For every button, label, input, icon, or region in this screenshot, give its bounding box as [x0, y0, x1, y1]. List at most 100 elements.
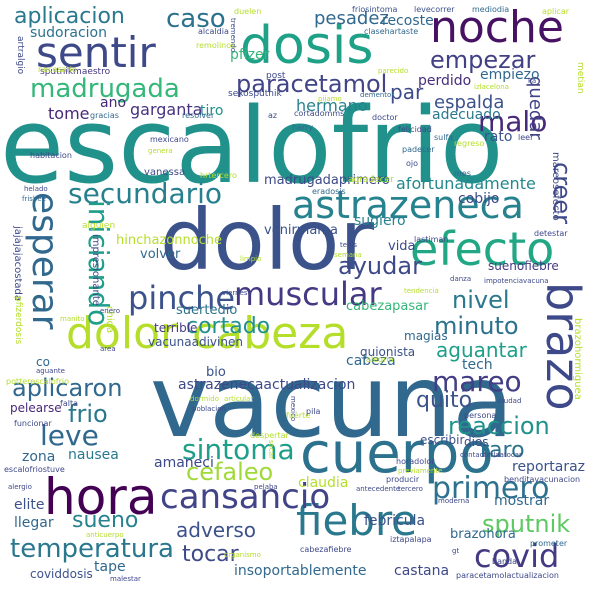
word-adecuado: adecuado	[432, 107, 501, 123]
word-brazohora: brazohora	[450, 527, 516, 542]
word-hinchazonnoche: hinchazonnoche	[116, 233, 223, 248]
word-ojo: ojo	[406, 159, 419, 168]
word-gracias: gracias	[90, 111, 119, 120]
word-covid: covid	[474, 537, 560, 575]
word-previamente: previamente	[398, 467, 443, 475]
word-mexico: mexico	[289, 396, 297, 422]
word-persona: persona	[464, 411, 497, 420]
word-pelearse: pelearse	[10, 401, 62, 415]
word-sulfa: sulfa	[434, 133, 454, 142]
word-funcionar: funcionar	[14, 419, 52, 428]
word-eradosis: eradosis	[312, 187, 346, 196]
word-astrazenecaactualizacion: astrazenecaactualizacion	[178, 377, 356, 393]
word-izlacelona: izlacelona	[474, 83, 509, 91]
word-dolor-cabeza: dolor cabeza	[66, 308, 349, 359]
word-tercero: tercero	[398, 485, 423, 493]
word-semana: semana	[334, 251, 362, 259]
word-hermano: hermano	[296, 96, 368, 115]
word-limpio: limpio	[240, 255, 262, 263]
word-benditavacunacion: benditavacunacion	[504, 475, 581, 484]
word-paracetamolactualizacion: paracetamolactualizacion	[456, 571, 559, 580]
word-ayudar: ayudar	[338, 252, 422, 280]
word-iztapalapa: iztapalapa	[390, 535, 432, 544]
word-empiezo: empiezo	[480, 67, 540, 83]
word-nivel: nivel	[452, 286, 510, 314]
word-par: par	[390, 80, 424, 104]
word-sputnik: sputnik	[482, 510, 571, 538]
word-sudoracion: sudoracion	[30, 25, 107, 41]
word-coviddosis: coviddosis	[30, 567, 93, 581]
word-agradecer: agradecer	[348, 175, 394, 185]
word-zona: zona	[22, 449, 56, 465]
word-padecer: padecer	[402, 145, 435, 154]
word-impotenciavacuna: impotenciavacuna	[484, 277, 549, 285]
word-genera: genera	[148, 147, 173, 155]
word-aplicacion: aplicacion	[14, 4, 125, 29]
word-cabezapasar: cabezapasar	[346, 299, 429, 314]
word-felicidad: felicidad	[398, 125, 432, 134]
word-vacunaadivinen: vacunaadivinen	[148, 335, 243, 349]
word-secundario: secundario	[68, 177, 223, 210]
word-viernes: viernes	[222, 289, 248, 297]
word-banda: banda	[492, 557, 518, 566]
word-pfizer: pfizer	[230, 47, 270, 63]
word-ka: ka	[528, 77, 537, 85]
word-mediodia: mediodia	[472, 5, 510, 14]
word-sintoma: sintoma	[182, 433, 295, 466]
word-aguante: aguante	[36, 367, 65, 375]
word-amaneci: amaneci	[154, 455, 214, 471]
word-adverso: adverso	[176, 518, 256, 542]
word-fiebre: fiebre	[296, 496, 418, 545]
word-pesadez: pesadez	[314, 8, 389, 29]
word-hrtercero: hrtercero	[200, 171, 237, 180]
word-prometer: prometer	[530, 539, 568, 548]
word-enero: enero	[100, 307, 121, 315]
word-metian: metian	[575, 62, 585, 94]
word-dosis: dosis	[240, 16, 374, 76]
word-mareosefecto: mareosefecto	[550, 152, 561, 221]
word-poblacion: poblacion	[192, 405, 226, 413]
word-perdido: perdido	[418, 73, 472, 89]
word-regreso: regreso	[454, 139, 485, 148]
word-sentir: sentir	[36, 28, 156, 77]
word-parecido: parecido	[378, 67, 409, 75]
word-espalda: espalda	[434, 92, 505, 113]
word-leve: leve	[40, 419, 99, 452]
word-frisbee: frisbee	[22, 195, 46, 203]
word-antecedente: antecedente	[356, 485, 401, 493]
word-guionista: guionista	[360, 345, 416, 359]
word-sugiero: sugiero	[354, 213, 406, 229]
word-dementor: dementor	[360, 91, 395, 99]
word-aguantar: aguantar	[436, 338, 527, 362]
word-bio: bio	[206, 365, 226, 380]
word-cabeza: cabeza	[346, 353, 396, 369]
word-gt: gt	[452, 547, 460, 555]
word-rato: rato	[484, 129, 513, 145]
word-pfizerdosis: pfizerdosis	[13, 296, 23, 345]
word-doctor: doctor	[372, 113, 398, 122]
word-leer: leer	[518, 133, 534, 142]
word-hora: hora	[44, 468, 158, 526]
word-cobijo: cobijo	[458, 191, 500, 207]
word-duelen: duelen	[234, 7, 262, 16]
word-dios: dios	[464, 435, 489, 449]
word-muscular: muscular	[234, 275, 382, 313]
word-cefaleo: cefaleo	[186, 458, 274, 486]
word-harry: harry	[292, 123, 314, 132]
word-mexicano: mexicano	[150, 135, 189, 144]
word-tremendo: tremendo	[229, 18, 237, 53]
word-cortadomms: cortadomms	[294, 109, 345, 118]
word-frio: frio	[68, 400, 108, 428]
word-madrugadaprimero: madrugadaprimero	[264, 173, 390, 188]
word-moderna: moderna	[438, 497, 470, 505]
word-co: co	[36, 355, 50, 369]
word-alegria: alegria	[366, 355, 394, 364]
word-pelaba: pelaba	[254, 483, 278, 491]
word-cuerpo: cuerpo	[300, 421, 494, 486]
word-quito: quito	[416, 388, 473, 413]
word-pila: pila	[306, 407, 321, 416]
word-dormido: dormido	[190, 395, 219, 403]
word-lastiman: lastiman	[414, 235, 449, 244]
word-clasehartaste: clasehartaste	[364, 27, 419, 36]
word-habitacion: habitacion	[30, 151, 72, 160]
